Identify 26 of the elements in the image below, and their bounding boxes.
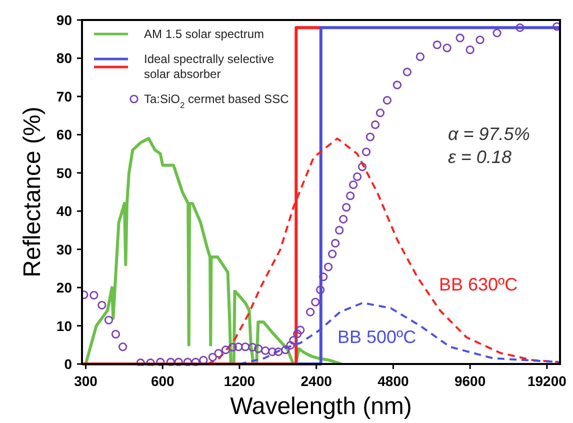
x-axis-title: Wavelength (nm) — [230, 393, 412, 420]
y-tick-label: 60 — [56, 126, 72, 143]
legend-label: Ta:SiO$_{2}$ cermet based SSC — [144, 92, 290, 110]
y-tick-label: 20 — [56, 280, 72, 296]
y-tick-label: 40 — [56, 203, 72, 220]
y-tick-label: 70 — [56, 88, 72, 104]
legend-label: AM 1.5 solar spectrum — [144, 27, 264, 41]
y-tick-label: 80 — [56, 50, 72, 66]
y-tick-label: 0 — [64, 356, 72, 372]
x-tick-label: 300 — [74, 373, 98, 389]
series-label: BB 500ºC — [338, 326, 416, 347]
x-tick-label: 19200 — [527, 373, 567, 389]
y-axis-title: Reflectance (%) — [19, 106, 46, 278]
y-tick-label: 30 — [56, 241, 72, 258]
x-tick-label: 1200 — [224, 373, 256, 389]
annotation: α = 97.5% — [448, 124, 530, 144]
x-tick-label: 4800 — [378, 373, 409, 389]
x-tick-label: 600 — [150, 373, 175, 389]
x-tick-label: 9600 — [454, 373, 486, 389]
y-tick-label: 90 — [56, 12, 72, 28]
series-label: BB 630ºC — [439, 274, 518, 294]
y-tick-label: 10 — [56, 318, 72, 334]
x-tick-label: 2400 — [300, 373, 332, 389]
annotation: ε = 0.18 — [448, 147, 512, 167]
y-tick-label: 50 — [56, 164, 72, 181]
legend-label: Ideal spectrally selective solar absorber — [144, 52, 274, 81]
